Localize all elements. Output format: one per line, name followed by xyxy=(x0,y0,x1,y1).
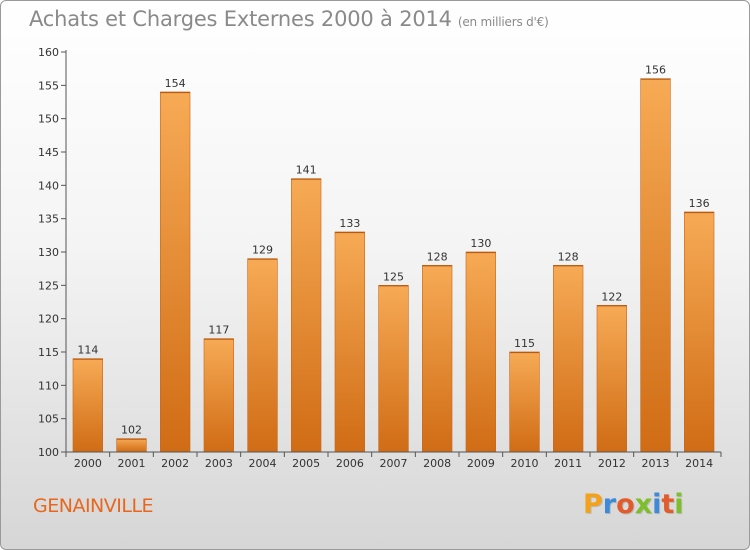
y-axis: 100 105 110 115 120 125 130 135 140 145 150 155 160 xyxy=(38,46,67,459)
data-label: 133 xyxy=(339,217,360,230)
data-label: 125 xyxy=(383,270,404,283)
y-tick-label: 145 xyxy=(38,146,59,159)
brand-logo: Proxiti xyxy=(583,489,684,520)
bar xyxy=(72,358,103,453)
x-tick-label: 2004 xyxy=(249,457,277,470)
data-label: 130 xyxy=(470,237,491,250)
y-tick-label: 155 xyxy=(38,79,59,92)
bar xyxy=(509,351,540,453)
x-tick-label: 2009 xyxy=(467,457,495,470)
data-label: 102 xyxy=(121,424,142,437)
x-tick-label: 2013 xyxy=(642,457,670,470)
x-tick-label: 2002 xyxy=(161,457,189,470)
brand-letter: i xyxy=(652,489,662,520)
data-label: 128 xyxy=(427,250,448,263)
bar xyxy=(291,178,322,453)
bar xyxy=(553,265,584,453)
y-tick-label: 135 xyxy=(38,213,59,226)
bar xyxy=(334,231,365,453)
bar xyxy=(684,211,715,453)
bar xyxy=(640,78,671,453)
bar xyxy=(203,338,234,453)
bar xyxy=(378,285,409,453)
brand-letter: r xyxy=(602,489,617,520)
data-label: 114 xyxy=(77,344,98,357)
y-tick-label: 115 xyxy=(38,346,59,359)
y-tick-label: 110 xyxy=(38,379,59,392)
x-tick-label: 2011 xyxy=(554,457,582,470)
bar xyxy=(422,265,453,453)
brand-letter: x xyxy=(634,489,653,520)
x-tick-label: 2008 xyxy=(423,457,451,470)
bar xyxy=(247,258,278,453)
brand-letter: o xyxy=(616,489,635,520)
brand-letter: P xyxy=(583,489,603,520)
data-label: 122 xyxy=(601,290,622,303)
y-tick-label: 100 xyxy=(38,446,59,459)
x-axis: 2000 2001 2002 2003 2004 2005 2006 2007 2008 2009… xyxy=(65,451,722,470)
y-tick-label: 125 xyxy=(38,279,59,292)
town-name: GENAINVILLE xyxy=(33,495,154,517)
y-tick-label: 105 xyxy=(38,413,59,426)
bar xyxy=(596,305,627,453)
x-tick-label: 2003 xyxy=(205,457,233,470)
x-tick-label: 2012 xyxy=(598,457,626,470)
y-tick-label: 130 xyxy=(38,246,59,259)
bar xyxy=(465,251,496,453)
x-tick-label: 2014 xyxy=(685,457,713,470)
data-label: 141 xyxy=(296,164,317,177)
chart-title: Achats et Charges Externes 2000 à 2014 (e… xyxy=(29,7,549,31)
data-label: 117 xyxy=(208,324,229,337)
brand-letter: i xyxy=(674,489,684,520)
x-tick-label: 2007 xyxy=(380,457,408,470)
data-label: 154 xyxy=(165,77,186,90)
y-tick-label: 120 xyxy=(38,313,59,326)
data-label: 136 xyxy=(689,197,710,210)
bar xyxy=(116,438,147,453)
data-label: 115 xyxy=(514,337,535,350)
y-tick-label: 150 xyxy=(38,113,59,126)
x-tick-label: 2001 xyxy=(118,457,146,470)
x-tick-label: 2010 xyxy=(511,457,539,470)
x-tick-label: 2000 xyxy=(74,457,102,470)
data-label: 128 xyxy=(558,250,579,263)
y-tick-label: 140 xyxy=(38,179,59,192)
bars: 114 102 154 117 129 141 133 125 128 130 115 128 122 1… xyxy=(72,64,715,453)
x-tick-label: 2006 xyxy=(336,457,364,470)
x-tick-label: 2005 xyxy=(292,457,320,470)
y-tick-label: 160 xyxy=(38,46,59,59)
chart-subtitle: (en milliers d'€) xyxy=(457,15,549,29)
data-label: 156 xyxy=(645,64,666,77)
bar xyxy=(160,91,191,453)
data-label: 129 xyxy=(252,244,273,257)
brand-letter: t xyxy=(661,489,675,520)
